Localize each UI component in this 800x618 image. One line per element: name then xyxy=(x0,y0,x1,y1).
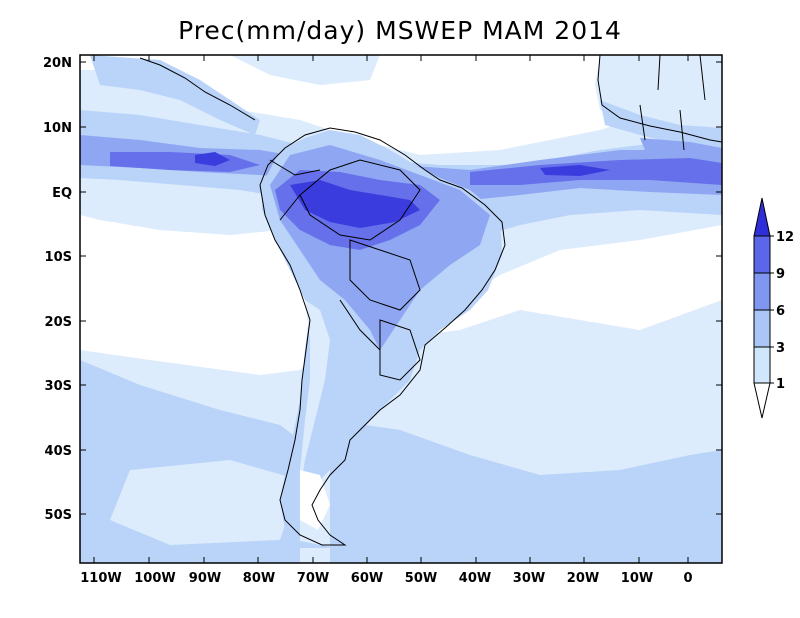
lat-label: 10S xyxy=(45,250,72,265)
lat-label: 10N xyxy=(43,121,72,136)
colorbar-segment xyxy=(754,273,770,310)
colorbar-label: 3 xyxy=(776,341,785,356)
lon-label: 40W xyxy=(459,571,491,586)
lon-label: 50W xyxy=(405,571,437,586)
colorbar-segment xyxy=(754,310,770,347)
lat-label: EQ xyxy=(52,186,72,201)
colorbar-bottom-triangle xyxy=(754,383,770,418)
colorbar-top-triangle xyxy=(754,198,770,236)
lon-label: 80W xyxy=(243,571,275,586)
lon-label: 60W xyxy=(351,571,383,586)
lon-label: 90W xyxy=(189,571,221,586)
lat-label: 20N xyxy=(43,56,72,71)
colorbar-label: 12 xyxy=(776,230,794,245)
colorbar-label: 9 xyxy=(776,267,785,282)
lat-label: 50S xyxy=(45,508,72,523)
lat-label: 20S xyxy=(45,315,72,330)
lon-label: 0 xyxy=(683,571,692,586)
lon-label: 110W xyxy=(80,571,121,586)
lon-label: 20W xyxy=(567,571,599,586)
lon-label: 10W xyxy=(621,571,653,586)
lat-label: 30S xyxy=(45,379,72,394)
lon-label: 30W xyxy=(513,571,545,586)
colorbar-segment xyxy=(754,236,770,273)
colorbar-segment xyxy=(754,347,770,383)
lon-label: 100W xyxy=(134,571,175,586)
colorbar: 12 9 6 3 1 xyxy=(754,198,794,418)
colorbar-label: 1 xyxy=(776,377,785,392)
colorbar-label: 6 xyxy=(776,304,785,319)
precipitation-map: 20N 10N EQ 10S 20S 30S 40S 50S 110W 100W… xyxy=(0,0,800,618)
lat-label: 40S xyxy=(45,444,72,459)
lon-label: 70W xyxy=(297,571,329,586)
